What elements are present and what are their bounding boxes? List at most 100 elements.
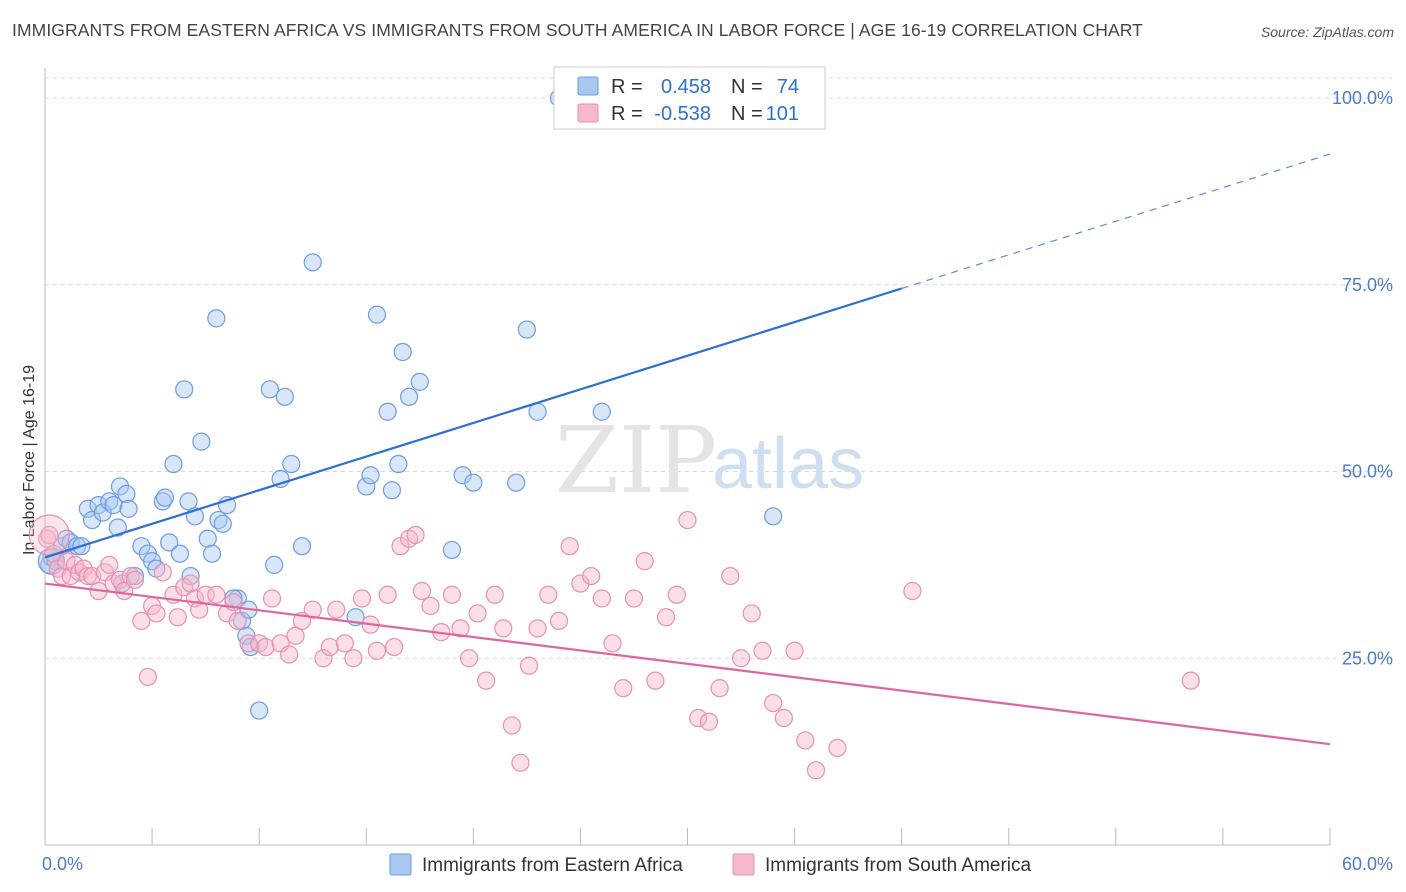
south-america-point-72 — [539, 585, 558, 604]
eastern-africa-point-44 — [265, 555, 284, 574]
south-america-point-62 — [451, 619, 470, 638]
south-america-point-99 — [903, 581, 922, 601]
south-america-point-78 — [603, 634, 622, 653]
legend-box — [553, 66, 826, 130]
eastern-africa-point-33 — [207, 309, 226, 328]
south-america-point-80 — [624, 589, 644, 608]
south-america-point-81 — [635, 552, 654, 571]
south-america-point-28 — [181, 574, 200, 593]
eastern-africa-point-59 — [410, 372, 429, 391]
eastern-africa-point-18 — [132, 537, 151, 556]
watermark: ZIP atlas — [555, 407, 864, 514]
eastern-africa-point-24 — [160, 533, 179, 552]
eastern-africa-point-55 — [382, 481, 402, 500]
eastern-africa-point-72 — [181, 566, 200, 586]
y-axis-ticks: 25.0% 50.0% 75.0% 100.0% — [1332, 88, 1393, 668]
series-legend-swatch-blue — [389, 853, 412, 876]
south-america-point-87 — [699, 712, 719, 731]
south-america-point-71 — [528, 619, 547, 638]
south-america-point-89 — [721, 566, 740, 586]
south-america-point-97 — [806, 761, 826, 780]
south-america-point-95 — [785, 641, 804, 660]
watermark-zip: ZIP — [555, 407, 717, 514]
eastern-africa-point-47 — [282, 454, 301, 474]
south-america-point-91 — [742, 604, 761, 623]
series-legend-label-south-america: Immigrants from South America — [765, 855, 1032, 876]
eastern-africa-point-16 — [117, 484, 136, 504]
south-america-point-82 — [646, 671, 665, 690]
south-america-point-49 — [344, 649, 363, 668]
south-america-point-77 — [592, 589, 611, 608]
south-america-point-68 — [502, 716, 521, 735]
series-south-america-points — [28, 510, 1200, 780]
south-america-point-10 — [78, 566, 97, 586]
south-america-point-54 — [384, 637, 404, 657]
south-america-point-53 — [378, 585, 397, 604]
south-america-point-35 — [228, 611, 247, 631]
south-america-point-85 — [678, 510, 697, 530]
series-legend: Immigrants from Eastern Africa Immigrant… — [389, 853, 1032, 876]
eastern-africa-trend-line — [44, 287, 902, 559]
south-america-point-16 — [110, 570, 130, 589]
eastern-africa-point-35 — [213, 514, 232, 533]
eastern-africa-point-54 — [378, 402, 397, 421]
south-america-point-50 — [352, 589, 372, 608]
south-america-point-20 — [132, 611, 151, 631]
x-tick-label-1: 60.0% — [1342, 854, 1393, 874]
eastern-africa-point-51 — [357, 477, 376, 496]
south-america-point-93 — [764, 693, 783, 713]
south-america-point-66 — [485, 585, 504, 604]
y-tick-label-0: 25.0% — [1342, 648, 1393, 668]
south-america-point-48 — [335, 634, 354, 653]
south-america-point-45 — [314, 649, 333, 668]
eastern-africa-point-64 — [517, 320, 536, 339]
south-america-point-79 — [614, 679, 633, 698]
y-tick-label-2: 75.0% — [1342, 275, 1393, 295]
eastern-africa-point-15 — [110, 477, 130, 496]
chart-source: Source: ZipAtlas.com — [1260, 24, 1394, 40]
legend-r-label-0: R = — [611, 76, 643, 98]
series-legend-swatch-pink — [732, 853, 755, 876]
eastern-africa-point-30 — [192, 432, 211, 451]
eastern-africa-point-58 — [399, 387, 419, 406]
eastern-africa-point-57 — [393, 342, 412, 362]
south-america-point-75 — [571, 574, 590, 593]
south-america-point-38 — [256, 637, 275, 657]
eastern-africa-point-62 — [464, 473, 483, 492]
legend-swatch-blue — [577, 76, 599, 96]
south-america-point-64 — [468, 604, 487, 623]
eastern-africa-point-52 — [361, 466, 380, 485]
south-america-point-23 — [147, 604, 166, 623]
eastern-africa-point-8 — [78, 499, 97, 518]
legend-r-value-0: 0.458 — [661, 76, 711, 98]
south-america-point-98 — [828, 738, 847, 757]
south-america-point-33 — [217, 604, 237, 623]
legend-n-value-1: 101 — [766, 103, 799, 125]
eastern-africa-point-56 — [389, 454, 408, 474]
eastern-africa-point-17 — [119, 499, 138, 518]
eastern-africa-point-60 — [442, 540, 462, 560]
eastern-africa-point-53 — [367, 305, 387, 324]
eastern-africa-point-49 — [303, 253, 322, 272]
south-america-point-1 — [40, 525, 59, 545]
y-tick-label-3: 100.0% — [1332, 88, 1393, 108]
south-america-point-32 — [207, 585, 226, 604]
south-america-point-14 — [100, 555, 119, 574]
y-tick-label-1: 50.0% — [1342, 462, 1393, 482]
eastern-africa-point-38 — [232, 611, 252, 631]
eastern-africa-point-13 — [104, 496, 123, 515]
south-america-point-61 — [442, 585, 462, 604]
legend-n-label-1: N = — [731, 103, 763, 125]
gridlines — [45, 77, 1392, 659]
eastern-africa-point-32 — [202, 544, 222, 563]
south-america-point-26 — [168, 608, 187, 627]
y-axis-label: In Labor Force | Age 16-19 — [21, 365, 38, 555]
south-america-trend-line — [44, 582, 1331, 746]
eastern-africa-point-23 — [155, 488, 175, 507]
south-america-point-24 — [153, 563, 172, 582]
south-america-point-86 — [689, 708, 708, 728]
eastern-africa-point-69 — [764, 507, 783, 526]
south-america-point-44 — [303, 600, 322, 619]
eastern-africa-point-27 — [175, 380, 194, 399]
